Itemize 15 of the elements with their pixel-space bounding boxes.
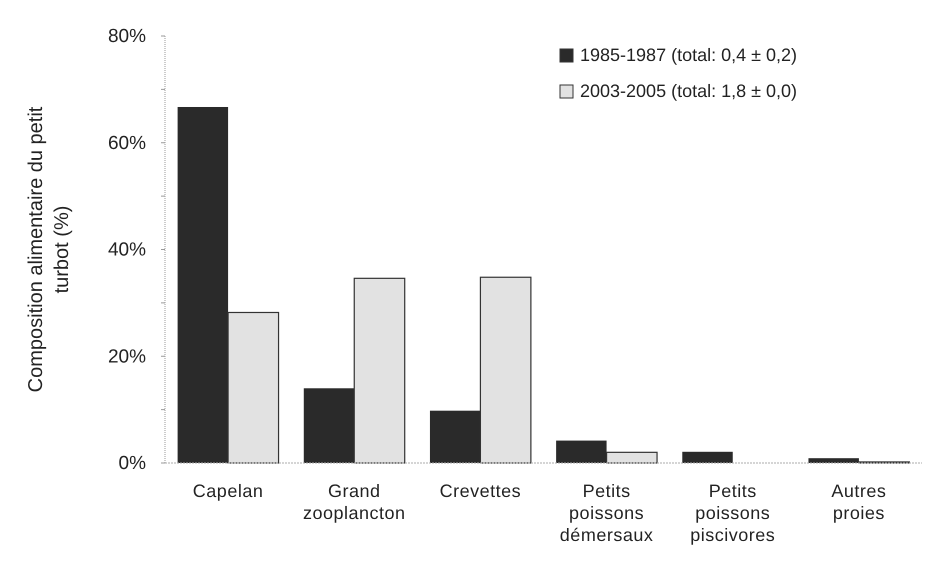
legend-label: 2003-2005 (total: 1,8 ± 0,0) [580,81,798,101]
x-tick-label: Crevettes [440,481,522,501]
legend-label: 1985-1987 (total: 0,4 ± 0,2) [580,45,798,65]
y-axis-title: Composition alimentaire du petit turbot (%) [25,106,73,392]
y-tick-label: 80% [108,26,146,48]
y-tick-label: 20% [108,346,146,368]
x-tick-label: Grand zooplancton [302,481,406,523]
y-tick-label: 40% [108,240,146,261]
y-tick-label: 0% [118,453,146,474]
x-tick-label: Petits poissons piscivores [690,481,776,545]
x-tick-label: Capelan [192,481,264,501]
x-tick-label: Autres proies [831,481,886,523]
bar [682,452,733,463]
y-tick-label: 60% [108,132,146,154]
x-tick-label: Petits poissons démersaux [560,481,654,545]
